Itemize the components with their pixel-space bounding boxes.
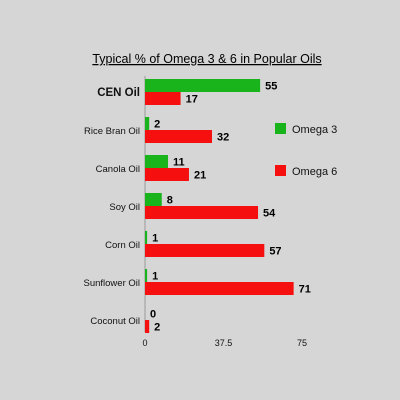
- category-label-canola-oil: Canola Oil: [96, 164, 140, 175]
- legend-label-omega-3: Omega 3: [292, 124, 337, 136]
- bar-omega-6-coconut-oil: [145, 320, 150, 333]
- category-label-coconut-oil: Coconut Oil: [90, 316, 140, 327]
- value-label-omega-6-soy-oil: 54: [263, 208, 276, 220]
- legend: Omega 3 Omega 6: [275, 123, 337, 178]
- legend-swatch-omega-3: [275, 123, 286, 134]
- bar-omega-6-cen-oil: [145, 92, 181, 105]
- bar-omega-6-corn-oil: [145, 244, 265, 257]
- bar-omega-3-rice-bran-oil: [145, 117, 150, 130]
- category-label-cen-oil: CEN Oil: [97, 87, 140, 99]
- bar-omega-3-sunflower-oil: [145, 269, 148, 282]
- category-label-rice-bran-oil: Rice Bran Oil: [84, 126, 140, 137]
- category-label-soy-oil: Soy Oil: [109, 202, 140, 213]
- category-label-corn-oil: Corn Oil: [105, 240, 140, 251]
- value-label-omega-6-rice-bran-oil: 32: [217, 132, 229, 144]
- bar-omega-3-cen-oil: [145, 79, 261, 92]
- value-label-omega-3-corn-oil: 1: [152, 233, 158, 245]
- legend-label-omega-6: Omega 6: [292, 166, 337, 178]
- x-tick-label: 37.5: [215, 338, 233, 348]
- x-tick-group: 0 37.5 75: [142, 338, 307, 348]
- value-label-omega-3-coconut-oil: 0: [150, 309, 156, 321]
- bars-group: [145, 79, 294, 333]
- bar-omega-6-sunflower-oil: [145, 282, 294, 295]
- x-tick-label: 0: [142, 338, 147, 348]
- value-label-omega-3-sunflower-oil: 1: [152, 271, 158, 283]
- bar-omega-3-corn-oil: [145, 231, 148, 244]
- category-label-sunflower-oil: Sunflower Oil: [84, 278, 141, 289]
- value-label-omega-6-coconut-oil: 2: [154, 322, 160, 334]
- bar-omega-3-canola-oil: [145, 155, 169, 168]
- value-label-omega-6-sunflower-oil: 71: [299, 284, 311, 296]
- x-tick-label: 75: [297, 338, 307, 348]
- bar-omega-6-rice-bran-oil: [145, 130, 212, 143]
- value-label-omega-6-canola-oil: 21: [194, 170, 206, 182]
- legend-swatch-omega-6: [275, 165, 286, 176]
- bar-omega-6-canola-oil: [145, 168, 189, 181]
- value-label-omega-3-rice-bran-oil: 2: [154, 119, 160, 131]
- value-label-omega-3-canola-oil: 11: [173, 157, 185, 169]
- value-label-omega-3-soy-oil: 8: [167, 195, 173, 207]
- bar-omega-3-soy-oil: [145, 193, 162, 206]
- chart-title: Typical % of Omega 3 & 6 in Popular Oils: [92, 52, 321, 66]
- value-label-omega-6-corn-oil: 57: [269, 246, 281, 258]
- bar-omega-6-soy-oil: [145, 206, 259, 219]
- value-label-omega-3-cen-oil: 55: [265, 81, 277, 93]
- value-label-omega-6-cen-oil: 17: [186, 94, 198, 106]
